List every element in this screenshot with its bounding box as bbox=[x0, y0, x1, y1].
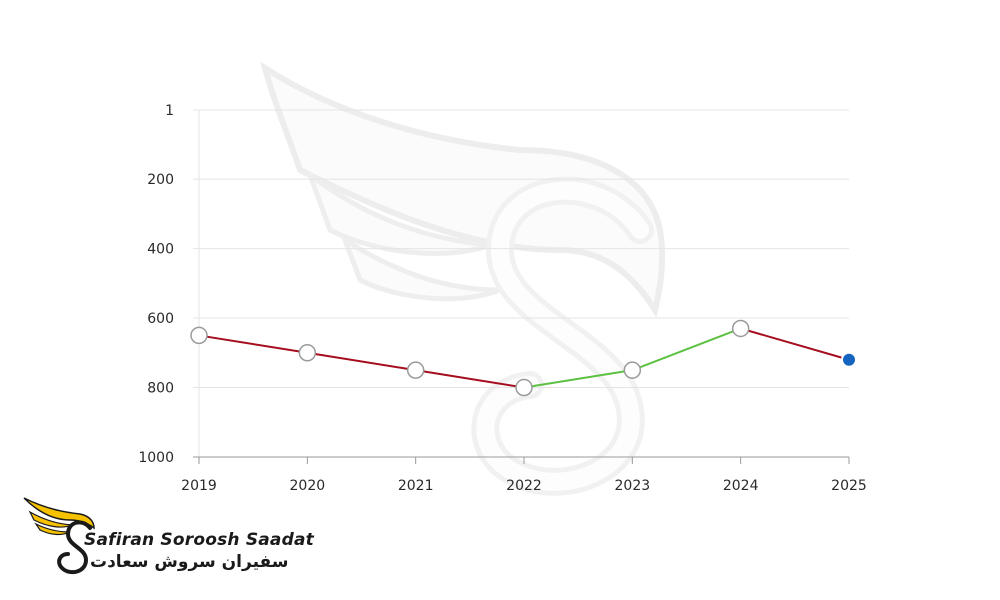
y-axis-labels: 1 200 400 600 800 1000 bbox=[138, 103, 174, 466]
brand-name-persian: سفیران سروش سعادت bbox=[90, 552, 289, 572]
x-tick-label: 2025 bbox=[831, 478, 867, 494]
watermark-s-curve-edge bbox=[476, 181, 649, 491]
series-segment bbox=[740, 327, 850, 361]
data-point[interactable] bbox=[841, 351, 857, 368]
brand-logo: Safiran Soroosh Saadat سفیران سروش سعادت bbox=[20, 492, 314, 582]
y-tick-label: 800 bbox=[147, 381, 174, 397]
x-tick-label: 2021 bbox=[398, 478, 434, 494]
data-point[interactable] bbox=[406, 361, 425, 379]
x-axis-labels: 2019 2020 2021 2022 2023 2024 2025 bbox=[181, 478, 867, 494]
y-tick-label: 200 bbox=[147, 172, 174, 188]
y-tick-label: 1 bbox=[165, 103, 174, 119]
series-points bbox=[190, 319, 857, 397]
watermark-logo bbox=[260, 61, 666, 496]
data-point[interactable] bbox=[731, 319, 750, 338]
x-tick-label: 2020 bbox=[290, 478, 326, 494]
series-segment bbox=[631, 327, 742, 372]
x-tick-label: 2019 bbox=[181, 478, 217, 494]
series-segment bbox=[523, 369, 633, 389]
series-segment bbox=[307, 351, 416, 372]
x-tick-label: 2024 bbox=[723, 478, 759, 494]
y-tick-label: 600 bbox=[147, 311, 174, 327]
brand-emblem-icon bbox=[23, 497, 95, 575]
x-tick-label: 2023 bbox=[615, 478, 651, 494]
data-point[interactable] bbox=[515, 378, 533, 397]
axes bbox=[193, 110, 850, 464]
brand-name-english: Safiran Soroosh Saadat bbox=[84, 530, 314, 550]
series-segment bbox=[415, 369, 525, 389]
series-segment bbox=[198, 334, 308, 354]
data-point[interactable] bbox=[190, 326, 208, 345]
y-tick-label: 1000 bbox=[138, 450, 174, 466]
data-point[interactable] bbox=[298, 344, 317, 362]
data-point[interactable] bbox=[623, 361, 642, 379]
x-tick-label: 2022 bbox=[506, 478, 542, 494]
y-tick-label: 400 bbox=[147, 242, 174, 258]
series-lines bbox=[198, 327, 850, 389]
